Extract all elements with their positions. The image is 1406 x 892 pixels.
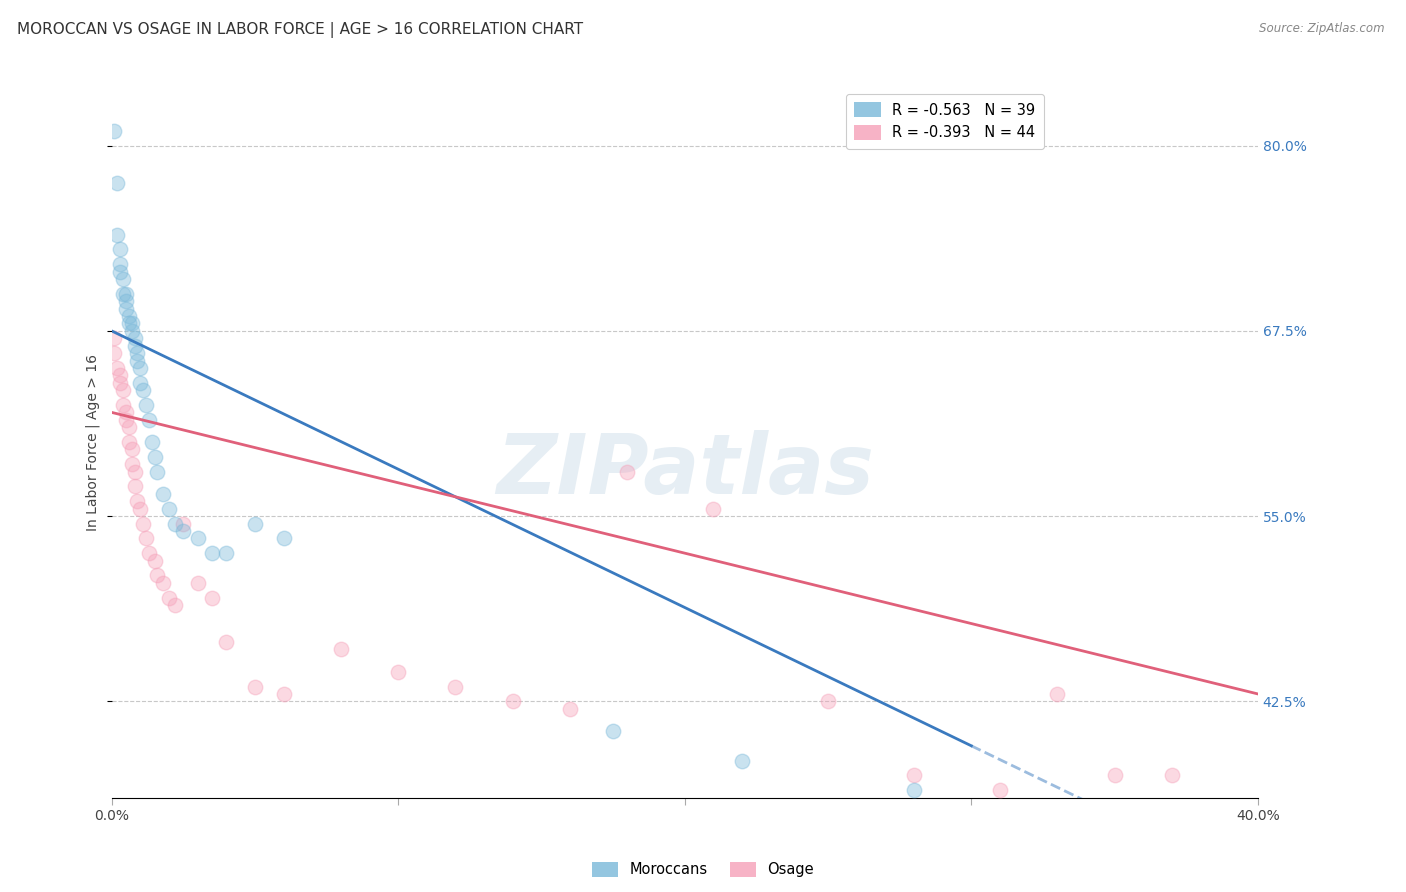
Point: [163, 516, 186, 531]
Point: [115, 286, 138, 301]
Point: [115, 301, 138, 316]
Point: [129, 360, 152, 375]
Point: [146, 465, 169, 479]
Point: [157, 501, 180, 516]
Text: MOROCCAN VS OSAGE IN LABOR FORCE | AGE > 16 CORRELATION CHART: MOROCCAN VS OSAGE IN LABOR FORCE | AGE >…: [17, 22, 583, 38]
Point: [121, 317, 143, 331]
Point: [215, 635, 238, 649]
Point: [108, 257, 131, 271]
Point: [105, 227, 128, 242]
Point: [187, 575, 209, 590]
Point: [329, 642, 352, 657]
Point: [121, 442, 143, 457]
Point: [118, 317, 141, 331]
Point: [152, 575, 174, 590]
Point: [103, 124, 125, 138]
Point: [143, 553, 166, 567]
Y-axis label: In Labor Force | Age > 16: In Labor Force | Age > 16: [86, 353, 100, 531]
Point: [172, 524, 194, 538]
Point: [444, 680, 467, 694]
Point: [112, 383, 135, 397]
Point: [731, 754, 754, 768]
Point: [112, 272, 135, 286]
Point: [118, 435, 141, 450]
Point: [132, 383, 155, 397]
Point: [108, 376, 131, 390]
Point: [602, 723, 624, 738]
Point: [127, 353, 149, 368]
Point: [112, 398, 135, 412]
Point: [172, 516, 194, 531]
Point: [387, 665, 409, 679]
Point: [118, 420, 141, 434]
Point: [124, 479, 146, 493]
Point: [124, 331, 146, 345]
Point: [121, 457, 143, 471]
Point: [108, 264, 131, 278]
Point: [108, 368, 131, 383]
Point: [1161, 768, 1184, 782]
Point: [127, 494, 149, 508]
Point: [163, 598, 186, 612]
Point: [243, 680, 266, 694]
Point: [129, 376, 152, 390]
Point: [201, 546, 224, 560]
Point: [138, 546, 160, 560]
Point: [141, 435, 163, 450]
Point: [115, 405, 138, 419]
Point: [124, 339, 146, 353]
Point: [903, 783, 925, 797]
Point: [1104, 768, 1126, 782]
Point: [146, 568, 169, 582]
Point: [157, 591, 180, 605]
Point: [215, 546, 238, 560]
Point: [129, 501, 152, 516]
Point: [558, 702, 581, 716]
Point: [616, 465, 638, 479]
Point: [115, 413, 138, 427]
Point: [132, 516, 155, 531]
Point: [152, 487, 174, 501]
Point: [112, 286, 135, 301]
Point: [273, 687, 295, 701]
Text: ZIPatlas: ZIPatlas: [496, 430, 873, 511]
Legend: R = -0.563   N = 39, R = -0.393   N = 44: R = -0.563 N = 39, R = -0.393 N = 44: [846, 94, 1045, 149]
Point: [273, 532, 295, 546]
Point: [135, 532, 157, 546]
Point: [817, 694, 839, 708]
Point: [138, 413, 160, 427]
Point: [124, 465, 146, 479]
Point: [135, 398, 157, 412]
Point: [105, 176, 128, 190]
Point: [187, 532, 209, 546]
Point: [105, 360, 128, 375]
Point: [143, 450, 166, 464]
Point: [121, 324, 143, 338]
Point: [108, 243, 131, 257]
Point: [903, 768, 925, 782]
Point: [988, 783, 1011, 797]
Point: [702, 501, 724, 516]
Point: [103, 331, 125, 345]
Point: [115, 294, 138, 309]
Legend: Moroccans, Osage: Moroccans, Osage: [586, 855, 820, 883]
Point: [103, 346, 125, 360]
Point: [502, 694, 524, 708]
Point: [243, 516, 266, 531]
Point: [127, 346, 149, 360]
Point: [201, 591, 224, 605]
Text: Source: ZipAtlas.com: Source: ZipAtlas.com: [1260, 22, 1385, 36]
Point: [118, 309, 141, 323]
Point: [1046, 687, 1069, 701]
